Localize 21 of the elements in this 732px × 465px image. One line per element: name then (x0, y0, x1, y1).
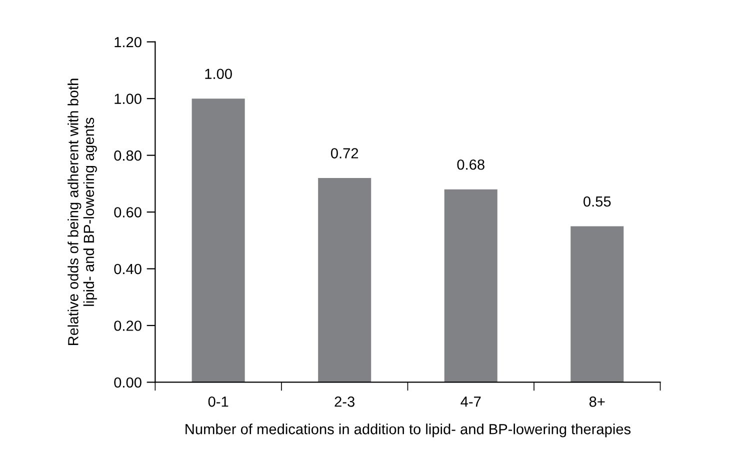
y-axis-title: Relative odds of being adherent with both lipid- and BP-lowering agents (68, 78, 97, 346)
data-label: 0.68 (457, 159, 484, 170)
y-tick-label: 1.00 (114, 94, 142, 104)
x-tick-label: 8+ (589, 396, 605, 407)
y-tick-label: 0.40 (114, 264, 142, 274)
y-tick-label: 0.80 (114, 150, 142, 161)
bar (444, 189, 498, 382)
bar (192, 98, 245, 382)
x-tick-label: 0-1 (208, 396, 228, 407)
data-label: 0.72 (330, 148, 358, 158)
bar (318, 178, 372, 382)
y-tick-label: 0.00 (114, 377, 142, 388)
y-tick-label: 1.20 (114, 36, 142, 48)
data-label: 1.00 (205, 68, 232, 80)
x-tick-label: 2-3 (334, 396, 354, 407)
bar (570, 226, 624, 382)
x-tick-label: 4-7 (460, 396, 481, 407)
x-axis-title: Number of medications in addition to lipid- and BP-lowering therapies (186, 424, 631, 438)
y-tick-label: 0.20 (114, 320, 142, 331)
data-label: 0.55 (584, 196, 611, 207)
y-tick-label: 0.60 (114, 207, 142, 218)
